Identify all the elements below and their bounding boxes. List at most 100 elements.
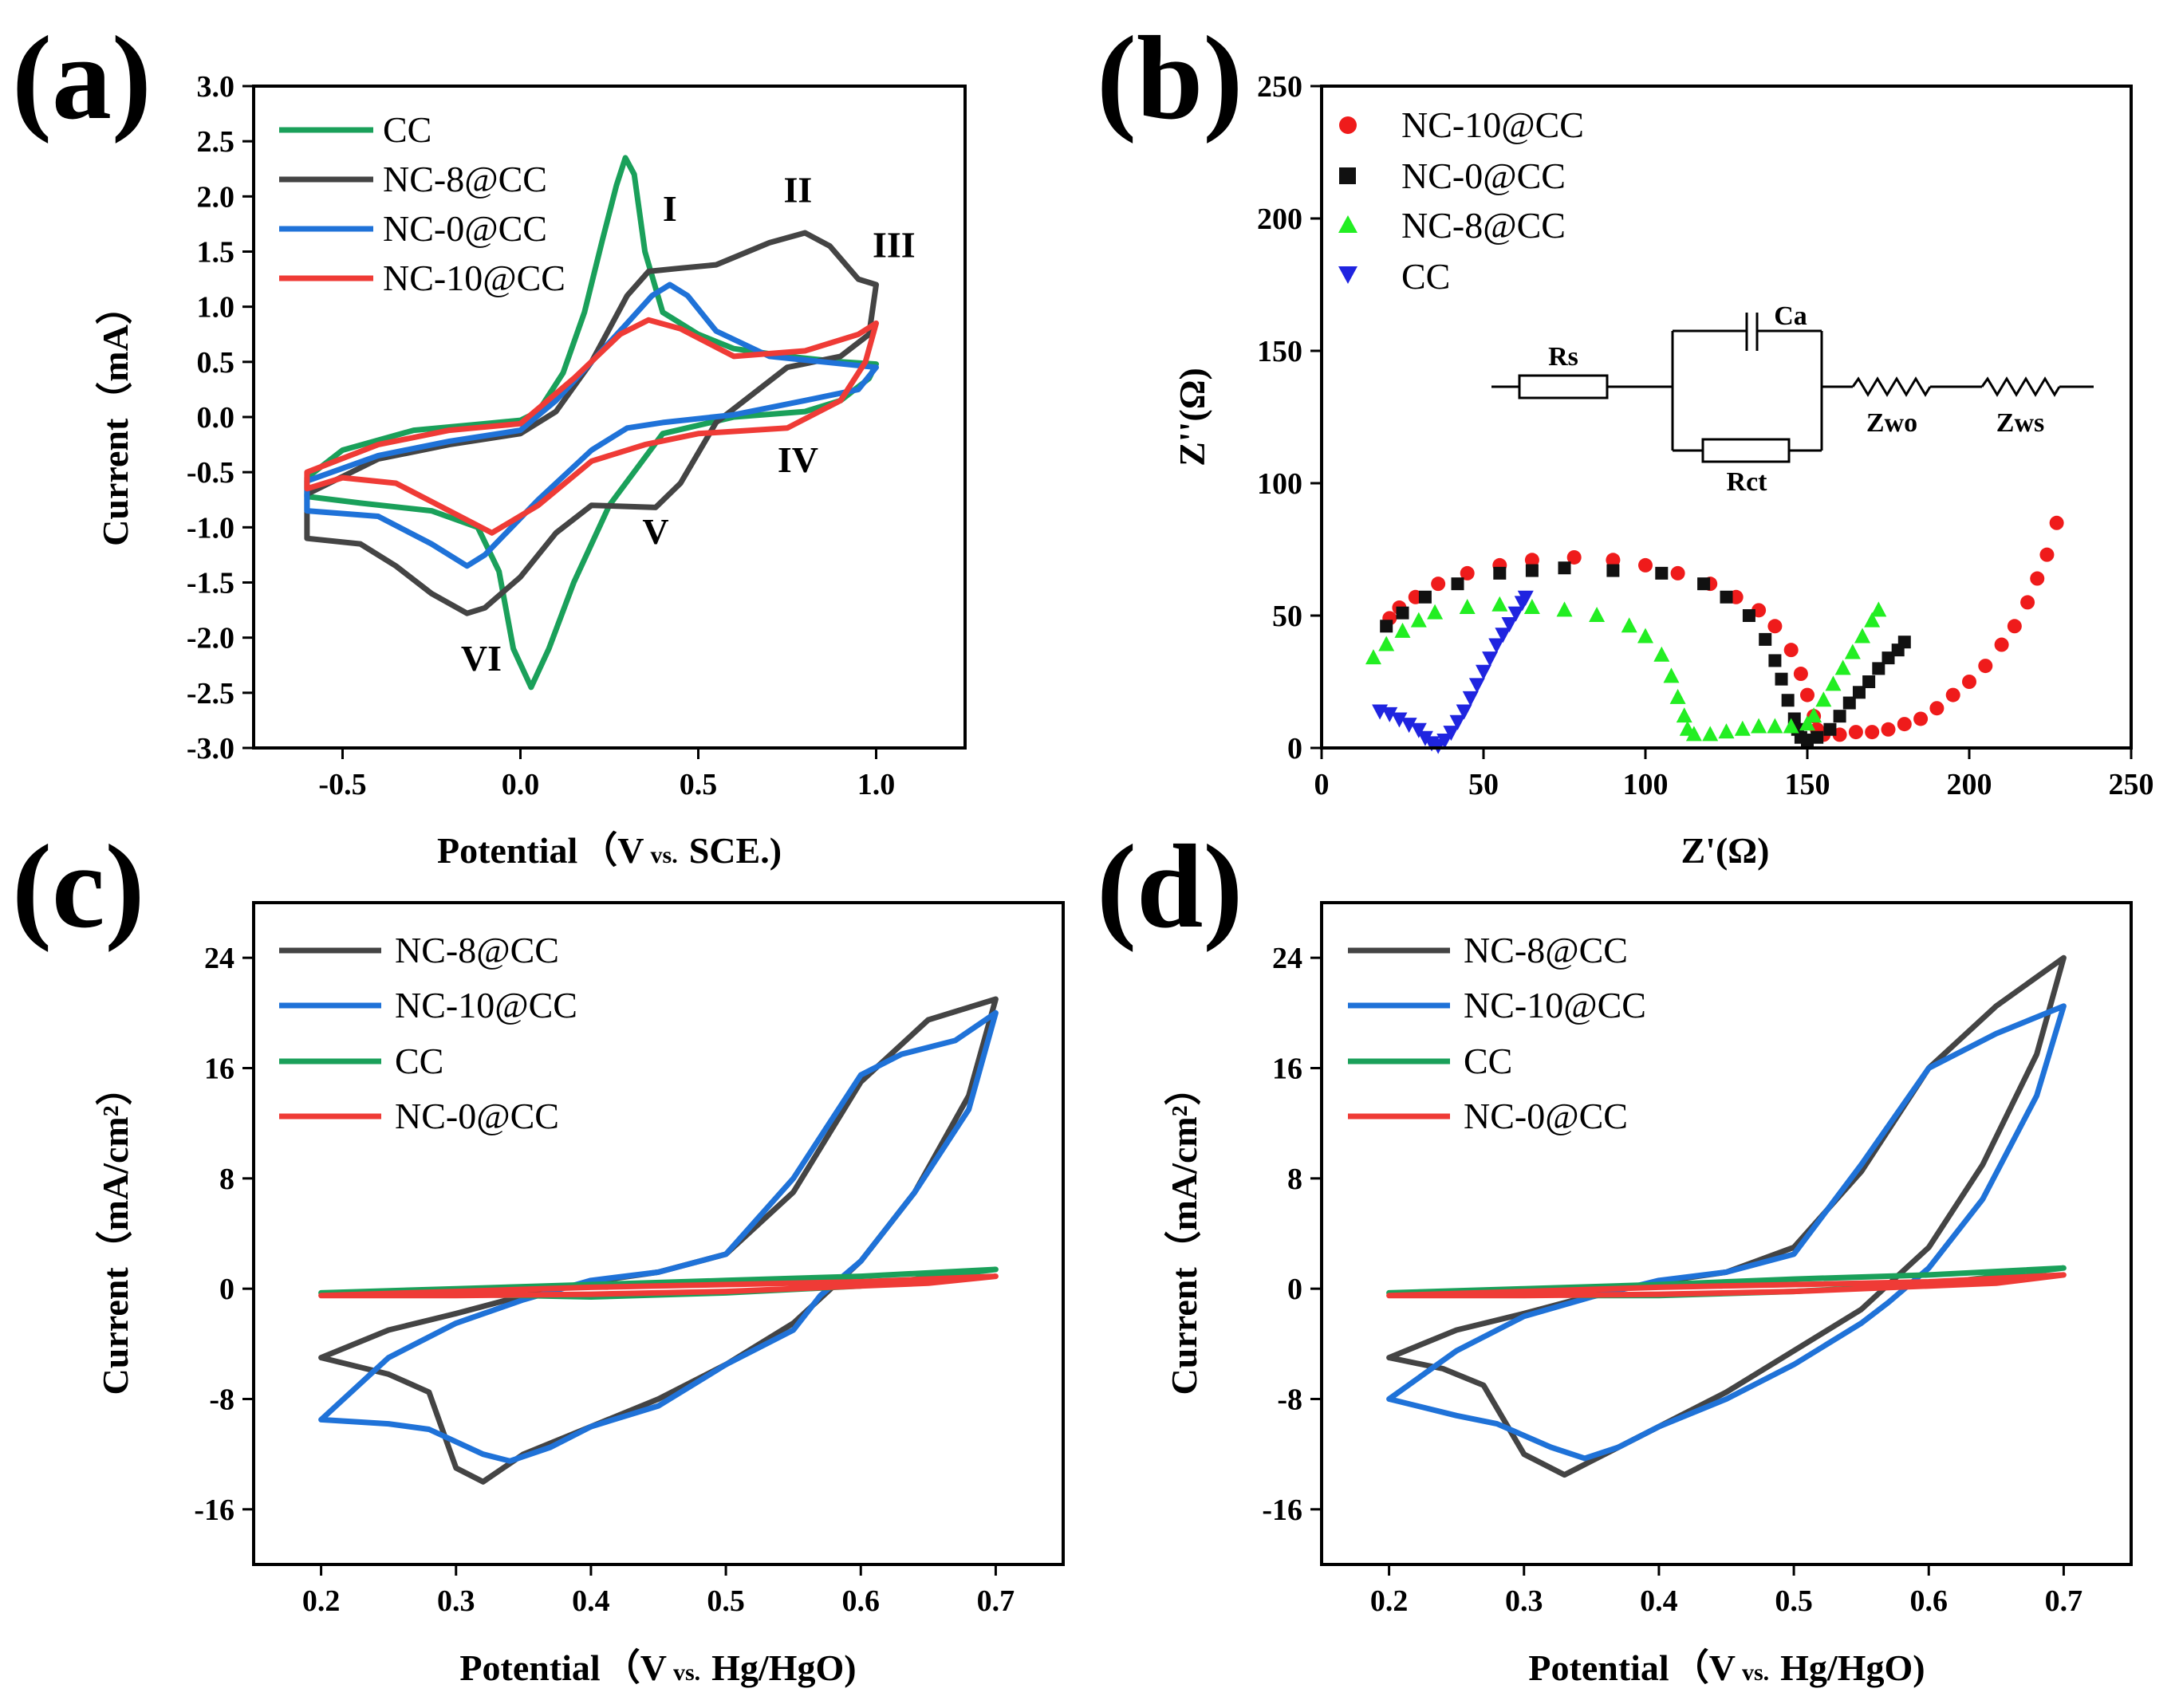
series-line-nc-0-cc — [304, 281, 879, 569]
y-tick-label: 0 — [219, 1273, 234, 1306]
data-point-nc-8-cc — [1669, 688, 1686, 704]
data-point-nc-0-cc — [1742, 609, 1755, 622]
data-point-nc-10-cc — [1865, 725, 1880, 740]
data-point-nc-8-cc — [1767, 718, 1783, 734]
series-line-nc-0-cc — [318, 1273, 999, 1299]
panel-b-ylabel: Z''(Ω) — [1172, 368, 1212, 466]
panel-d-tag: (d) — [1097, 821, 1243, 953]
y-tick-label: -2.0 — [187, 622, 234, 655]
panel-c-tag: (c) — [12, 821, 144, 953]
y-tick-label: 8 — [1287, 1163, 1302, 1196]
data-point-cc — [1488, 638, 1505, 654]
data-point-cc — [1381, 706, 1398, 722]
data-point-nc-10-cc — [1978, 659, 1993, 674]
panel-a-frame — [252, 85, 967, 750]
legend-marker-nc-8 — [1338, 215, 1357, 233]
y-tick-label: 8 — [219, 1163, 234, 1196]
data-point-cc — [1507, 606, 1524, 622]
data-point-nc-8-cc — [1523, 599, 1540, 615]
panel-d-tick-labels: 0.2 0.3 0.4 0.5 0.6 0.7 -16 -8 0 8 16 24 — [1262, 942, 2082, 1618]
legend-label-nc-10: NC-10@CC — [1401, 104, 1584, 145]
panel-a-ticks — [242, 85, 877, 759]
data-point-cc — [1391, 712, 1408, 728]
x-tick-label: 200 — [1947, 768, 1992, 801]
panel-d: (d) 0.2 0.3 0.4 0.5 0.6 0.7 -16 -8 0 8 16 24 NC-8@C… — [1097, 821, 2133, 1688]
y-tick-label: 0 — [1287, 1273, 1302, 1306]
x-tick-label: 0.5 — [707, 1584, 745, 1618]
data-point-nc-0-cc — [1852, 686, 1866, 699]
data-point-nc-10-cc — [1638, 557, 1653, 573]
y-tick-label: 2.0 — [197, 180, 235, 214]
y-tick-label: -1.5 — [187, 567, 234, 600]
data-point-cc — [1443, 726, 1460, 742]
circuit-label-rct: Rct — [1727, 467, 1768, 497]
data-point-nc-8-cc — [1556, 601, 1573, 617]
y-tick-label: 3.0 — [197, 70, 235, 104]
legend-label-nc-10: NC-10@CC — [1464, 985, 1646, 1025]
equivalent-circuit — [1491, 313, 2094, 463]
data-point-nc-8-cc — [1491, 596, 1508, 612]
data-point-cc — [1436, 734, 1453, 750]
y-tick-label: 0.5 — [197, 346, 235, 380]
data-point-nc-8-cc — [1653, 646, 1670, 662]
panel-c-series — [318, 996, 999, 1485]
data-point-nc-8-cc — [1702, 726, 1719, 742]
data-point-nc-0-cc — [1801, 734, 1814, 747]
data-point-nc-0-cc — [1811, 730, 1824, 744]
data-point-nc-0-cc — [1418, 590, 1432, 604]
data-point-nc-10-cc — [2007, 619, 2022, 634]
legend-label-nc-0: NC-0@CC — [383, 208, 547, 249]
x-tick-label: 0.2 — [302, 1584, 341, 1618]
y-tick-label: -3.0 — [187, 732, 234, 765]
data-point-nc-8-cc — [1427, 604, 1444, 620]
x-tick-label: 0 — [1314, 768, 1330, 801]
data-point-nc-10-cc — [1994, 637, 2009, 652]
data-point-nc-8-cc — [1815, 691, 1832, 707]
data-point-nc-0-cc — [1525, 564, 1539, 577]
legend-label-cc: CC — [395, 1041, 443, 1081]
data-point-nc-0-cc — [1882, 651, 1895, 665]
data-point-nc-0-cc — [1558, 561, 1571, 575]
y-tick-label: 50 — [1272, 600, 1302, 633]
circuit-label-rs: Rs — [1548, 342, 1578, 372]
y-tick-label: -8 — [1277, 1383, 1302, 1417]
data-point-nc-0-cc — [1833, 710, 1846, 723]
x-tick-label: 150 — [1785, 768, 1830, 801]
data-point-cc — [1495, 628, 1511, 643]
data-point-nc-10-cc — [1566, 549, 1582, 565]
y-tick-label: 1.0 — [197, 291, 235, 325]
data-point-nc-0-cc — [1493, 566, 1507, 580]
data-point-nc-8-cc — [1378, 636, 1395, 651]
data-point-nc-8-cc — [1783, 718, 1799, 734]
data-point-nc-8-cc — [1751, 718, 1767, 734]
data-point-nc-10-cc — [1913, 711, 1929, 726]
data-point-cc — [1482, 651, 1499, 667]
series-line-nc-10-cc — [318, 1009, 999, 1464]
circuit-label-ca: Ca — [1774, 301, 1807, 331]
y-tick-label: 24 — [1272, 942, 1302, 975]
y-tick-label: 0.0 — [197, 401, 235, 435]
data-point-nc-0-cc — [1396, 606, 1409, 620]
data-point-nc-8-cc — [1685, 726, 1702, 742]
y-tick-label: 0 — [1287, 732, 1302, 765]
y-tick-label: 16 — [204, 1053, 234, 1086]
data-point-nc-0-cc — [1451, 577, 1464, 591]
legend-marker-cc — [1338, 266, 1357, 284]
y-tick-label: -0.5 — [187, 456, 234, 490]
legend-label-nc-10: NC-10@CC — [395, 985, 577, 1025]
data-point-nc-0-cc — [1897, 636, 1911, 649]
data-point-nc-8-cc — [1854, 628, 1871, 643]
panel-c-xlabel: Potential（V vs. Hg/HgO) — [459, 1647, 856, 1688]
data-point-nc-10-cc — [1945, 687, 1960, 702]
y-tick-label: 200 — [1257, 203, 1302, 236]
data-point-nc-10-cc — [1767, 619, 1783, 634]
circuit-resistor-rs — [1518, 374, 1609, 399]
legend-label-nc-8: NC-8@CC — [1464, 930, 1628, 970]
legend-label-cc: CC — [383, 109, 431, 150]
y-tick-label: 150 — [1257, 335, 1302, 368]
data-point-cc — [1501, 616, 1518, 632]
peak-label: I — [663, 188, 677, 229]
panel-b-xlabel: Z'(Ω) — [1681, 830, 1770, 871]
y-tick-label: -16 — [194, 1494, 234, 1527]
data-point-nc-0-cc — [1606, 564, 1620, 577]
